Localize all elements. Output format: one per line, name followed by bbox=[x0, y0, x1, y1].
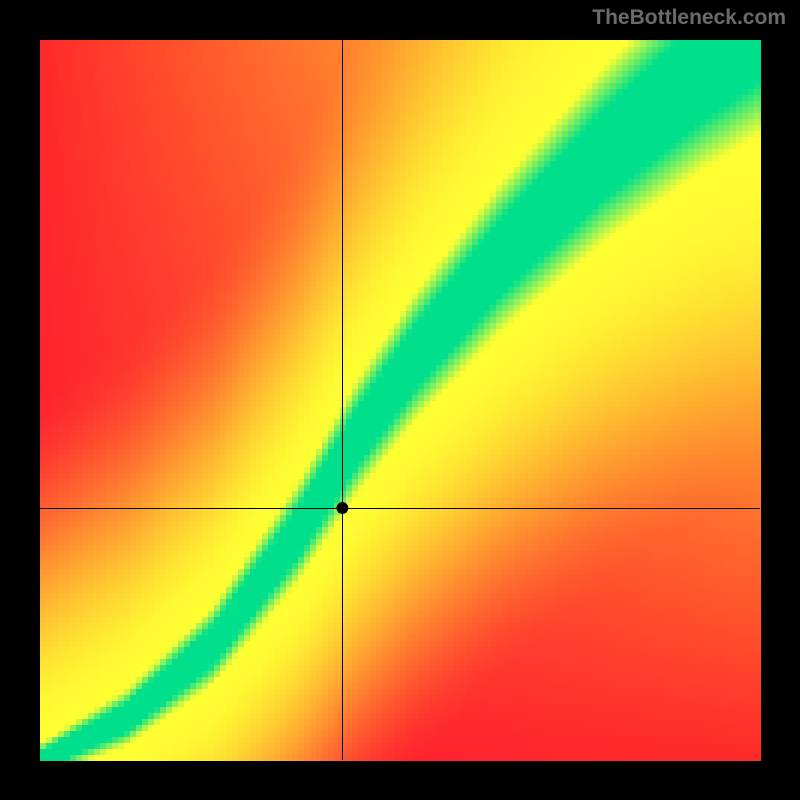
chart-container: { "watermark": { "text": "TheBottleneck.… bbox=[0, 0, 800, 800]
bottleneck-heatmap bbox=[0, 0, 800, 800]
watermark-text: TheBottleneck.com bbox=[592, 6, 786, 30]
